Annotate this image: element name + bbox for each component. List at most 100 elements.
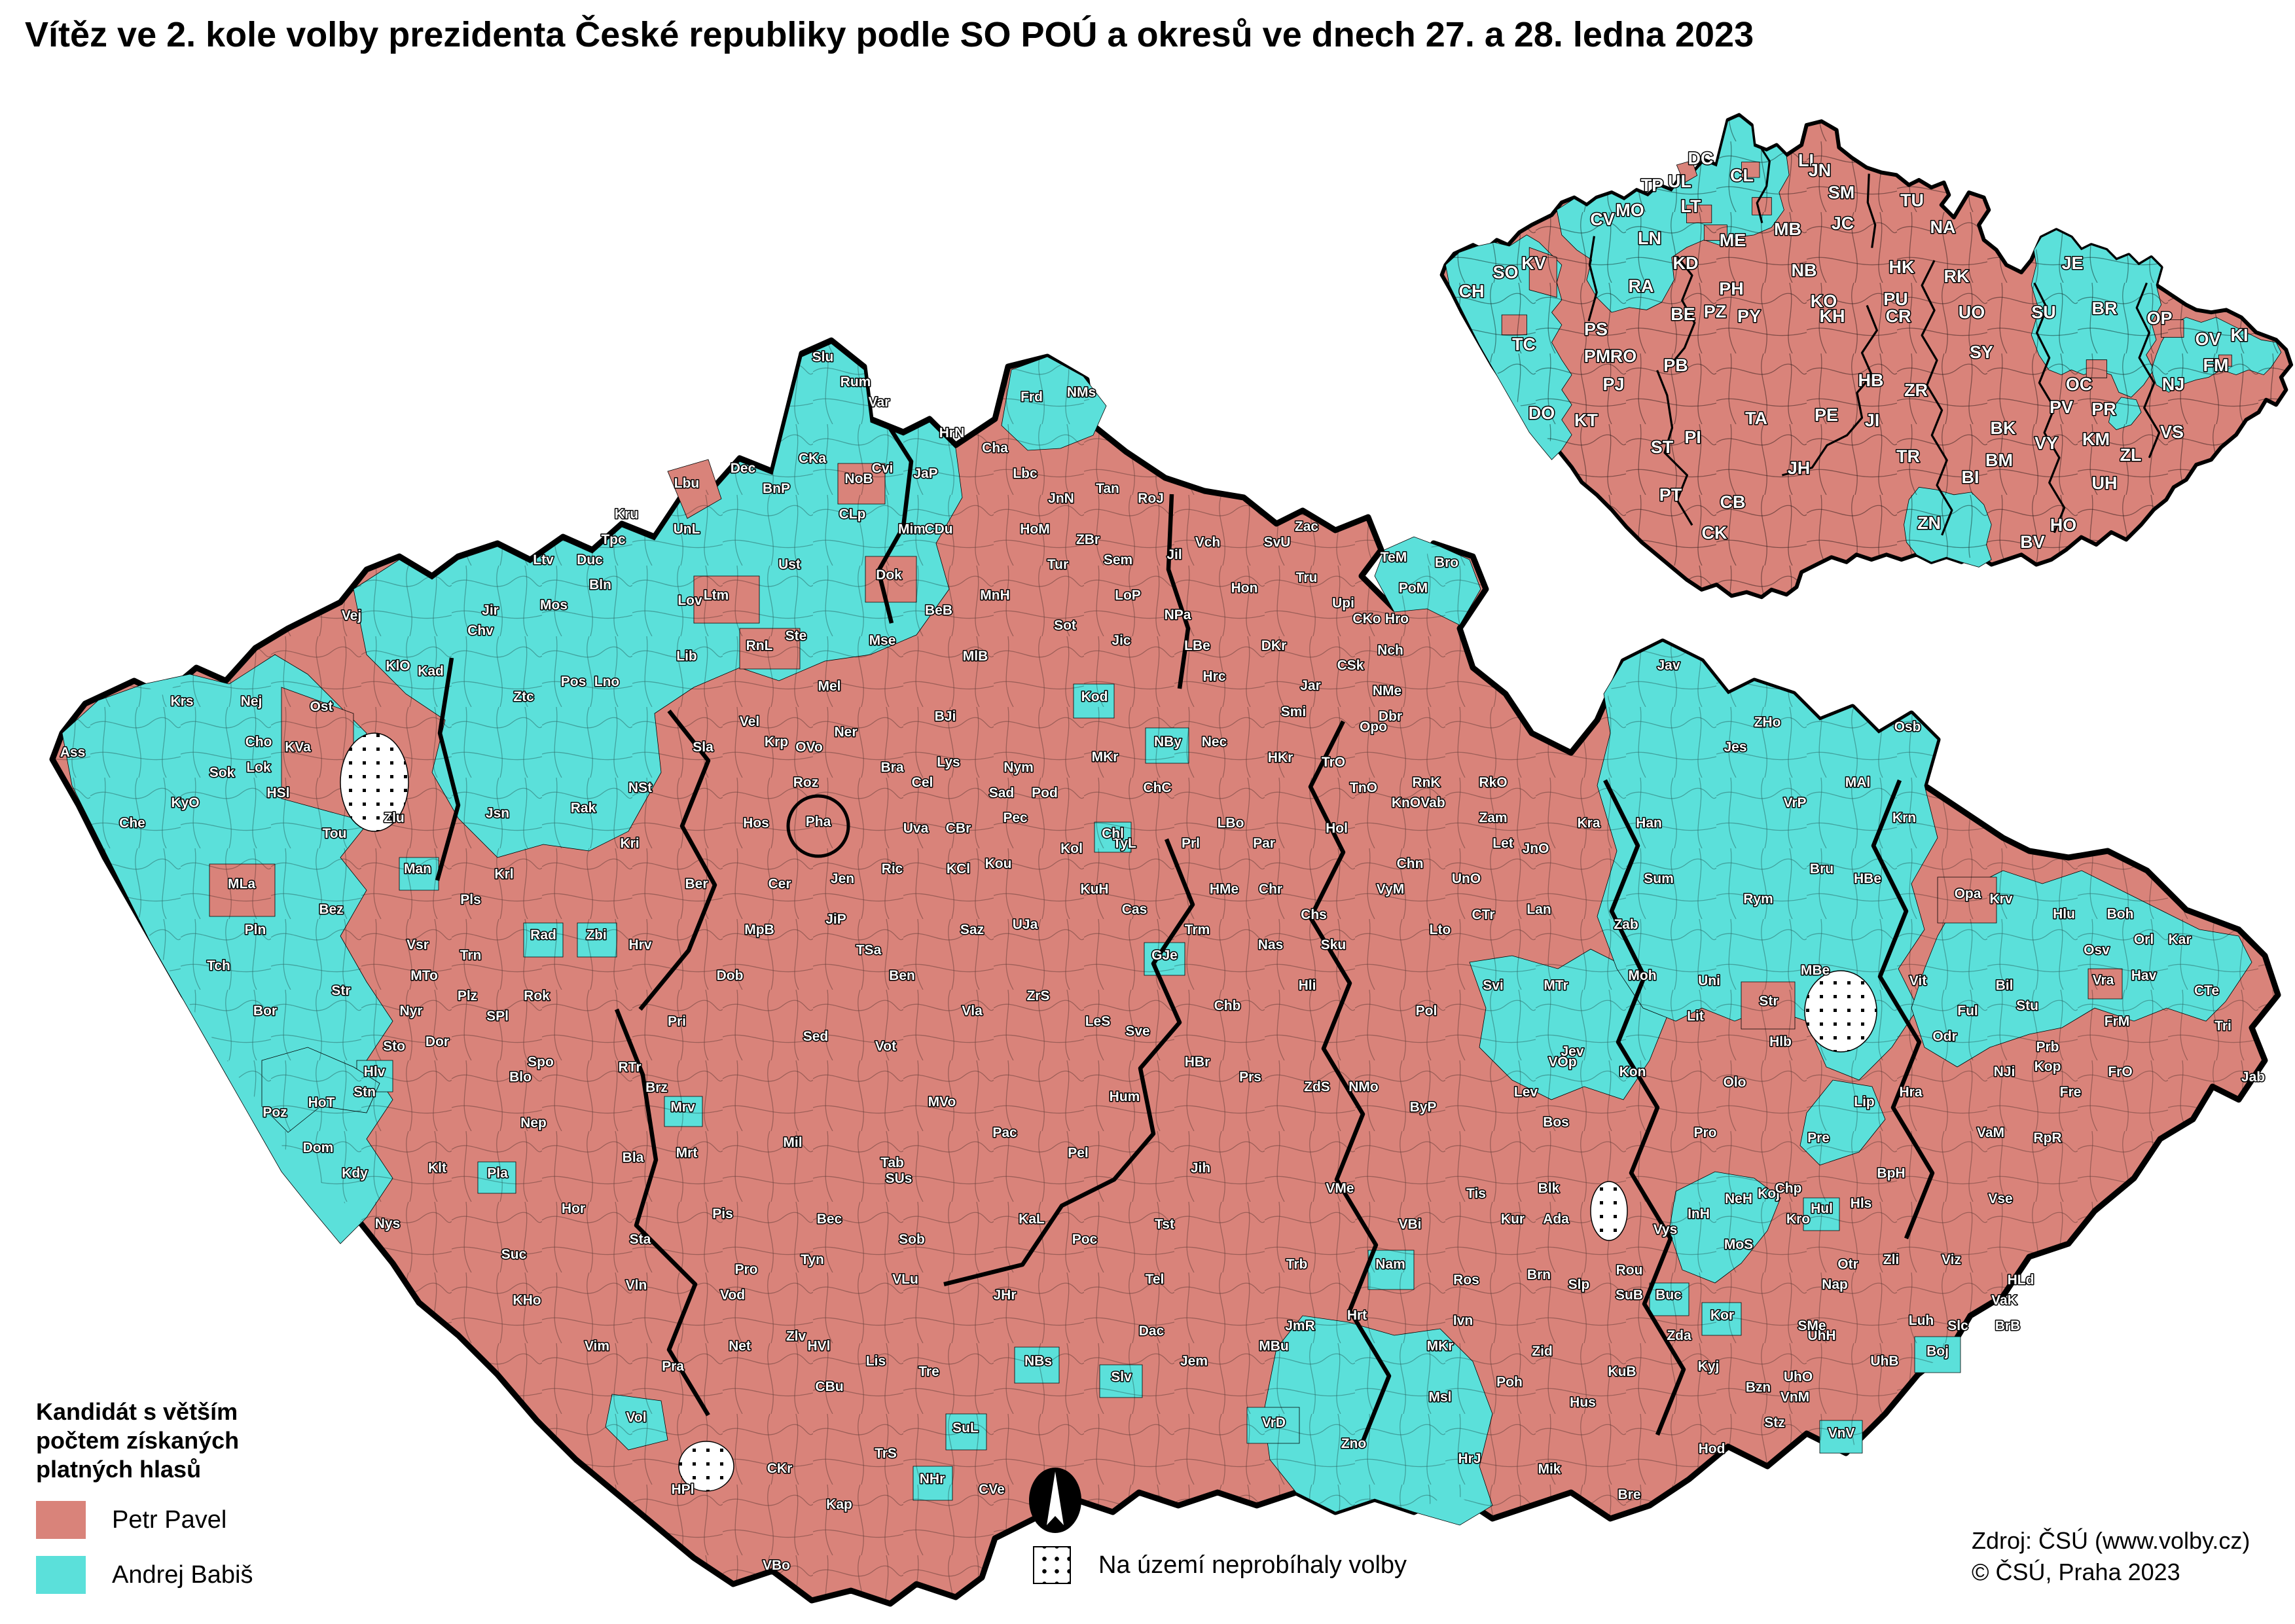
region-label: NMo: [1348, 1079, 1379, 1094]
region-label: Kou: [985, 856, 1012, 871]
region-label: VBi: [1398, 1217, 1421, 1232]
region-label: Var: [869, 395, 890, 410]
region-label: Uva: [903, 821, 929, 836]
region-label: MTr: [1544, 978, 1568, 993]
region-label: Poh: [1496, 1375, 1523, 1390]
region-label: Hrt: [1347, 1308, 1367, 1323]
region-label: Hum: [1110, 1089, 1140, 1104]
region-label: Dok: [876, 568, 902, 583]
region-label: KH: [1820, 306, 1845, 326]
region-label: MAl: [1845, 775, 1871, 790]
region-label: Osb: [1894, 719, 1921, 734]
region-label: HKr: [1268, 750, 1293, 765]
region-label: VaK: [1991, 1293, 2017, 1308]
region-label: SPl: [486, 1009, 509, 1024]
region-label: KlO: [386, 659, 410, 674]
region-label: Mse: [869, 633, 896, 648]
region-label: GJe: [1151, 948, 1178, 963]
region-label: Mrv: [670, 1100, 695, 1115]
region-label: ZL: [2120, 445, 2142, 465]
region-label: Hls: [1851, 1196, 1872, 1211]
region-label: Hlv: [364, 1064, 386, 1079]
region-label: Blk: [1538, 1181, 1560, 1196]
region-label: Lys: [937, 755, 960, 770]
pou-borders-texture: [1441, 115, 2292, 598]
region-label: Jic: [1111, 633, 1131, 648]
region-label: Trm: [1185, 922, 1210, 937]
region-label: UH: [2092, 473, 2118, 493]
region-label: MBu: [1259, 1339, 1289, 1354]
region-label: OVo: [795, 740, 823, 755]
region-label: Brz: [645, 1080, 668, 1095]
region-label: Tru: [1296, 570, 1318, 585]
region-label: VLu: [892, 1272, 918, 1287]
babis-color-swatch: [36, 1556, 86, 1594]
kraj-border: [435, 657, 461, 881]
region-label: Tou: [323, 826, 347, 841]
region-label: Plz: [458, 988, 477, 1003]
region-label: Vsr: [407, 937, 429, 952]
region-label: LeS: [1085, 1014, 1111, 1029]
region-label: Sot: [1054, 618, 1076, 633]
legend-item-babis: Andrej Babiš: [36, 1556, 403, 1594]
region-label: Zda: [1667, 1328, 1691, 1343]
kraj-border: [1166, 494, 1191, 689]
region-label: Hrv: [628, 937, 651, 952]
region-label: Hli: [1299, 978, 1316, 993]
region-label: NPa: [1165, 607, 1191, 623]
region-label: Koj: [1758, 1186, 1780, 1201]
region-label: VY: [2034, 433, 2058, 453]
region-label: JN: [1809, 160, 1832, 180]
region-label: Pel: [1068, 1146, 1089, 1161]
region-label: Chs: [1301, 907, 1327, 922]
north-arrow-icon: [1029, 1468, 1081, 1533]
region-label: Upi: [1332, 596, 1354, 611]
region-label: Ber: [685, 876, 708, 892]
kraj-border: [1587, 236, 1598, 321]
region-label: Kon: [1619, 1064, 1646, 1079]
region-label: Trn: [460, 948, 482, 963]
region-label: VaM: [1977, 1125, 2004, 1140]
region-label: Brn: [1527, 1267, 1551, 1282]
region-label: BM: [1985, 450, 2013, 470]
region-label: HLd: [2008, 1272, 2034, 1288]
region-label: CB: [1720, 492, 1746, 512]
region-label: Cho: [245, 734, 272, 749]
region-label: Suc: [501, 1247, 527, 1262]
region-label: Lbu: [674, 476, 699, 491]
region-label: Mil: [783, 1135, 802, 1150]
region-label: Krl: [494, 867, 513, 882]
region-label: Vch: [1195, 535, 1221, 550]
region-label: Kol: [1060, 841, 1083, 856]
region-label: Vod: [720, 1288, 745, 1303]
region-label: HrJ: [1458, 1451, 1481, 1466]
no-vote-pattern-swatch: [1033, 1546, 1071, 1584]
region-label: JaP: [913, 466, 937, 481]
region-label: Lev: [1514, 1085, 1538, 1100]
region-label: Zam: [1479, 810, 1507, 825]
region-label: Luh: [1909, 1313, 1934, 1328]
region-label: Cvi: [872, 461, 894, 476]
region-label: Jar: [1300, 678, 1321, 693]
region-label: Kru: [615, 507, 638, 522]
region-label: KuB: [1608, 1364, 1636, 1379]
region-label: HBr: [1185, 1055, 1210, 1070]
region-label: Jab: [2241, 1070, 2265, 1085]
region-label: BpH: [1877, 1166, 1905, 1181]
region-label: Pac: [992, 1125, 1017, 1140]
pavel-label: Petr Pavel: [112, 1506, 227, 1534]
region-label: Pre: [1807, 1130, 1830, 1146]
region-label: Kri: [620, 836, 639, 851]
region-label: CVe: [979, 1482, 1005, 1497]
region-label: VyM: [1377, 882, 1404, 897]
region-label: FM: [2203, 355, 2229, 375]
region-label: Cas: [1122, 902, 1148, 917]
region-label: VnV: [1828, 1426, 1855, 1441]
region-label: Zli: [1883, 1252, 1900, 1267]
kraj-border: [1603, 779, 1686, 1436]
region-label: KCl: [947, 861, 970, 876]
region-label: Zlu: [384, 810, 405, 825]
region-label: Ltm: [704, 588, 729, 603]
region-label: Str: [1759, 994, 1778, 1009]
